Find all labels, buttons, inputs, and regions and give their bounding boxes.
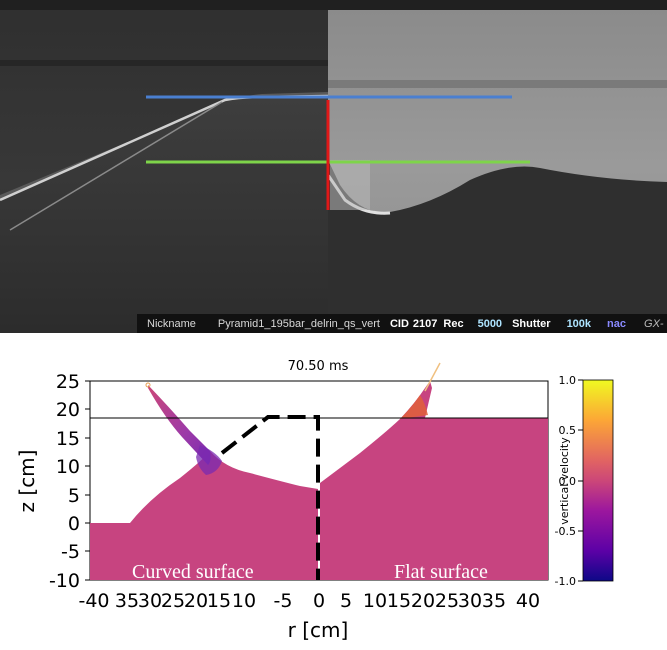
flat-surface-label: Flat surface [394,561,488,583]
right-spray [424,362,441,392]
left-jet [148,385,211,465]
simulation-plot: 70.50 ms Curved surface Flat surface 25 … [15,359,614,642]
shutter-label: Shutter [512,317,551,330]
right-splash [400,395,428,419]
y-axis: 25 20 15 10 5 0 -5 -10 [49,371,90,592]
ceiling-band [0,60,328,66]
x-tick-label: 30 [138,590,162,612]
x-tick-label: -40 [78,590,109,612]
curved-surface-label: Curved surface [132,561,254,583]
top-strip [0,0,667,10]
x-tick-label: 35 [482,590,506,612]
x-tick-label: 0 [313,590,325,612]
time-label: 70.50 ms [288,359,349,374]
colorbar-tick-label: -0.5 [555,525,576,538]
colorbar [582,379,614,582]
colorbar-tick-label: 1.0 [559,374,577,387]
x-tick-label: 25 [435,590,459,612]
x-tick-label: 10 [232,590,256,612]
colorbar-label: vertical velocity [558,437,571,525]
colorbar-tick-label: 0.0 [559,475,577,488]
colorbar-ticks: 1.0 0.5 0.0 -0.5 -1.0 [555,374,583,588]
y-tick-label: 15 [56,428,80,450]
colorbar-tick-label: 0.5 [559,424,577,437]
right-wave-water [328,160,667,333]
camera-status-bar: Nickname Pyramid1_195bar_delrin_qs_vert … [137,314,667,333]
y-tick-label: 0 [68,513,80,535]
left-sheet-edge-2 [9,101,223,231]
nac-label: nac [607,317,627,330]
rec-value: 5000 [477,317,503,330]
nickname-value: Pyramid1_195bar_delrin_qs_vert [217,317,380,330]
y-tick-label: 5 [68,485,80,507]
nickname-label: Nickname [147,317,196,330]
x-tick-label: 10 [363,590,387,612]
y-tick-label: 20 [56,399,80,421]
x-tick-label: 30 [458,590,482,612]
rec-label: Rec [443,317,464,330]
left-fluid [90,451,318,580]
y-tick-label: 25 [56,371,80,393]
shutter-value: 100k [566,317,592,330]
x-tick-label: 20 [184,590,208,612]
cid-label: CID [389,317,409,330]
gx-label: GX- [644,317,664,330]
cid-value: 2107 [412,317,438,330]
x-tick-label: 35 [115,590,139,612]
left-pyramid [0,96,328,333]
experiment-photo [0,0,667,333]
y-tick-label: -10 [49,570,80,592]
y-tick-label: -5 [61,541,80,563]
y-tick-label: 10 [56,456,80,478]
y-axis-label: z [cm] [15,450,39,513]
x-axis: -40 35 30 25 20 15 10 -5 0 5 10 15 20 25… [78,590,540,612]
x-tick-label: 15 [387,590,411,612]
left-tongue-shade [196,445,222,475]
x-tick-label: -5 [274,590,293,612]
x-tick-label: 15 [207,590,231,612]
right-splash [330,160,370,210]
ceiling-band-right [328,80,667,88]
pyramid-outline [220,415,320,580]
colorbar-tick-label: -1.0 [555,575,576,588]
x-tick-label: 25 [161,590,185,612]
right-fluid [320,381,548,580]
x-tick-label: 40 [516,590,540,612]
x-tick-label: 5 [340,590,352,612]
x-tick-label: 20 [411,590,435,612]
left-droplet [145,382,151,388]
x-axis-label: r [cm] [288,618,349,642]
